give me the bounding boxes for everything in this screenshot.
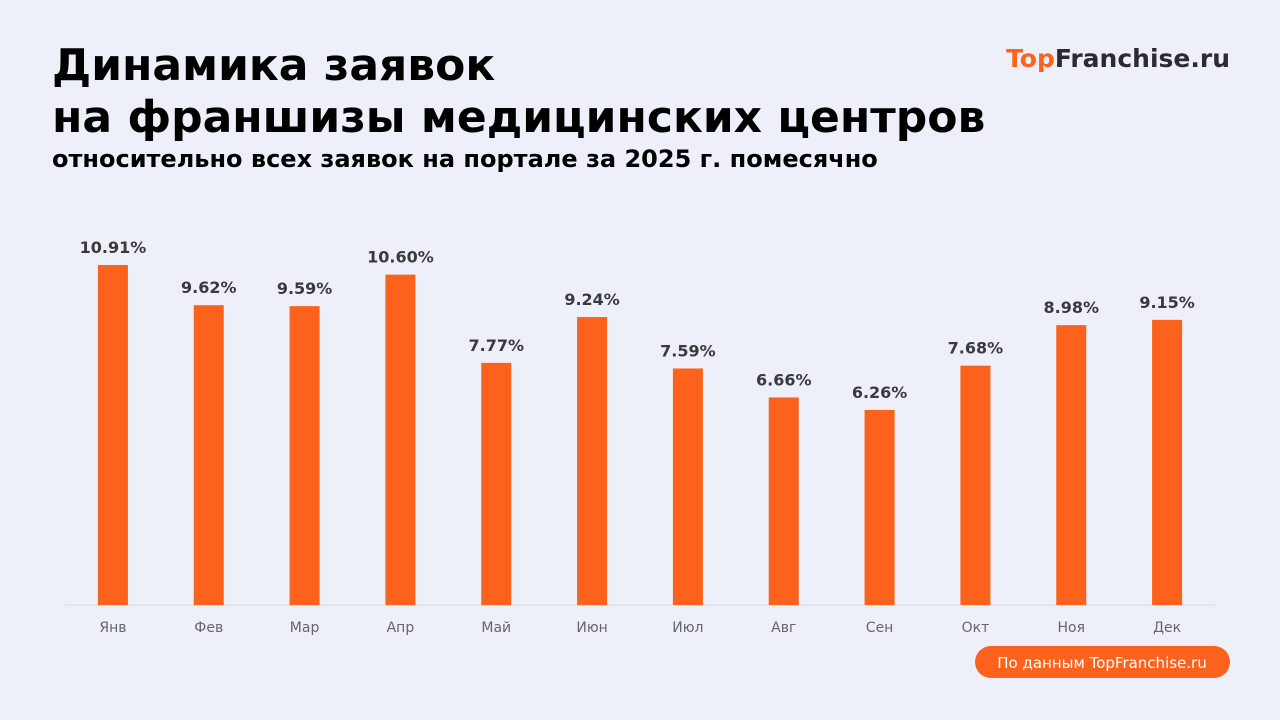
bar [289, 306, 320, 605]
chart-subtitle: относительно всех заявок на портале за 2… [52, 145, 878, 173]
x-tick-label: Ноя [1057, 620, 1085, 636]
x-tick-label: Сен [866, 620, 894, 636]
x-tick-label: Янв [99, 620, 126, 636]
x-tick-label: Июн [576, 620, 607, 636]
value-label: 6.26% [852, 383, 908, 402]
chart-title: на франшизы медицинских центров [52, 92, 985, 143]
x-tick-label: Авг [771, 620, 796, 636]
bar [577, 317, 608, 605]
x-tick-label: Май [481, 620, 511, 636]
logo-part: Franchise.ru [1055, 44, 1230, 73]
bar [1152, 319, 1183, 605]
value-label: 9.59% [277, 279, 333, 298]
chart-title: Динамика заявок [52, 40, 495, 91]
source-badge [975, 646, 1230, 678]
x-tick-label: Фев [194, 620, 223, 636]
value-label: 7.59% [660, 341, 716, 360]
value-label: 6.66% [756, 370, 812, 389]
value-label: 8.98% [1043, 298, 1099, 317]
value-label: 7.68% [948, 339, 1004, 358]
bar [864, 409, 895, 605]
x-tick-label: Дек [1153, 620, 1181, 636]
x-tick-label: Мар [290, 620, 320, 636]
value-label: 9.15% [1139, 293, 1195, 312]
bar [481, 362, 512, 605]
value-label: 10.91% [80, 238, 147, 257]
value-label: 9.24% [564, 290, 620, 309]
bar [385, 274, 416, 605]
bar [768, 397, 799, 605]
x-tick-label: Апр [387, 620, 415, 636]
bar [960, 365, 991, 605]
source: По данным TopFranchise.ru [997, 654, 1206, 672]
value-label: 9.62% [181, 278, 237, 297]
bar [193, 305, 224, 605]
bar [97, 265, 128, 605]
bar [672, 368, 703, 605]
bar [1056, 325, 1087, 605]
logo-part: Top [1006, 44, 1055, 73]
value-label: 10.60% [367, 248, 434, 267]
x-tick-label: Окт [962, 620, 990, 636]
value-label: 7.77% [468, 336, 524, 355]
x-tick-label: Июл [672, 620, 703, 636]
logo: TopFranchise.ru [1006, 44, 1230, 73]
